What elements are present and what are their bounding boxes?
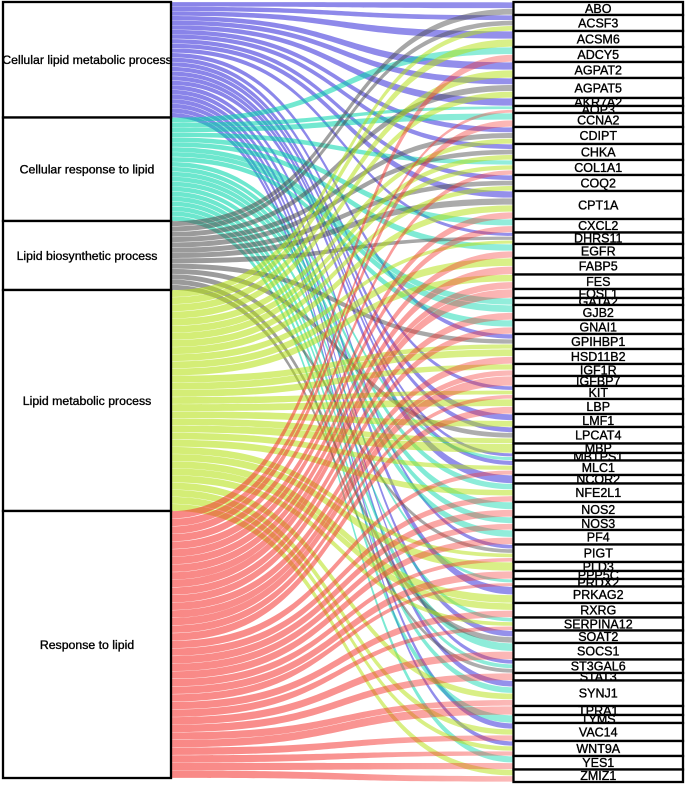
svg-text:LBP: LBP (586, 400, 610, 414)
svg-text:WNT9A: WNT9A (576, 742, 620, 756)
svg-text:FABP5: FABP5 (579, 260, 618, 274)
svg-text:GNAI1: GNAI1 (579, 320, 617, 334)
svg-text:KIT: KIT (589, 386, 609, 400)
svg-text:NFE2L1: NFE2L1 (575, 486, 621, 500)
svg-text:AGPAT2: AGPAT2 (575, 63, 623, 77)
svg-text:YES1: YES1 (582, 756, 614, 770)
svg-text:ABO: ABO (585, 2, 612, 16)
svg-text:DHRS11: DHRS11 (574, 232, 622, 246)
svg-text:ADCY5: ADCY5 (577, 48, 619, 62)
svg-text:CHKA: CHKA (581, 145, 616, 159)
svg-text:CCNA2: CCNA2 (577, 113, 619, 127)
svg-text:NOS2: NOS2 (581, 503, 615, 517)
svg-text:SYNJ1: SYNJ1 (579, 687, 618, 701)
svg-text:SOAT2: SOAT2 (578, 630, 618, 644)
svg-text:ZMIZ1: ZMIZ1 (580, 769, 616, 783)
svg-text:IGF1R: IGF1R (580, 363, 617, 377)
svg-text:LMF1: LMF1 (582, 414, 614, 428)
svg-text:MLC1: MLC1 (582, 461, 615, 475)
svg-text:PF4: PF4 (587, 531, 610, 545)
svg-text:LPCAT4: LPCAT4 (575, 429, 621, 443)
svg-text:COL1A1: COL1A1 (574, 161, 622, 175)
svg-text:Cellular response to lipid: Cellular response to lipid (20, 163, 155, 177)
svg-text:SOCS1: SOCS1 (577, 645, 619, 659)
svg-text:FES: FES (586, 275, 610, 289)
svg-text:AGPAT5: AGPAT5 (575, 81, 623, 95)
svg-text:Lipid metabolic process: Lipid metabolic process (23, 394, 152, 408)
svg-text:SERPINA12: SERPINA12 (564, 617, 633, 631)
svg-text:Response to lipid: Response to lipid (40, 638, 134, 652)
svg-text:CXCL2: CXCL2 (578, 219, 618, 233)
svg-text:NOS3: NOS3 (581, 517, 615, 531)
svg-text:Lipid biosynthetic process: Lipid biosynthetic process (17, 249, 158, 263)
svg-text:VAC14: VAC14 (579, 725, 618, 739)
svg-text:HSD11B2: HSD11B2 (571, 350, 626, 364)
svg-text:COQ2: COQ2 (581, 176, 616, 190)
svg-text:ACSM6: ACSM6 (577, 32, 620, 46)
svg-text:PIGT: PIGT (584, 547, 614, 561)
svg-text:PRKAG2: PRKAG2 (573, 588, 624, 602)
svg-text:CDIPT: CDIPT (580, 129, 618, 143)
svg-text:Cellular lipid metabolic proce: Cellular lipid metabolic process (2, 53, 172, 67)
svg-text:EGFR: EGFR (581, 244, 616, 258)
svg-text:ST3GAL6: ST3GAL6 (571, 660, 626, 674)
svg-text:RXRG: RXRG (580, 604, 616, 618)
svg-text:ACSF3: ACSF3 (578, 16, 618, 30)
svg-text:GJB2: GJB2 (583, 306, 614, 320)
svg-text:GPIHBP1: GPIHBP1 (571, 335, 625, 349)
svg-text:CPT1A: CPT1A (578, 198, 619, 212)
